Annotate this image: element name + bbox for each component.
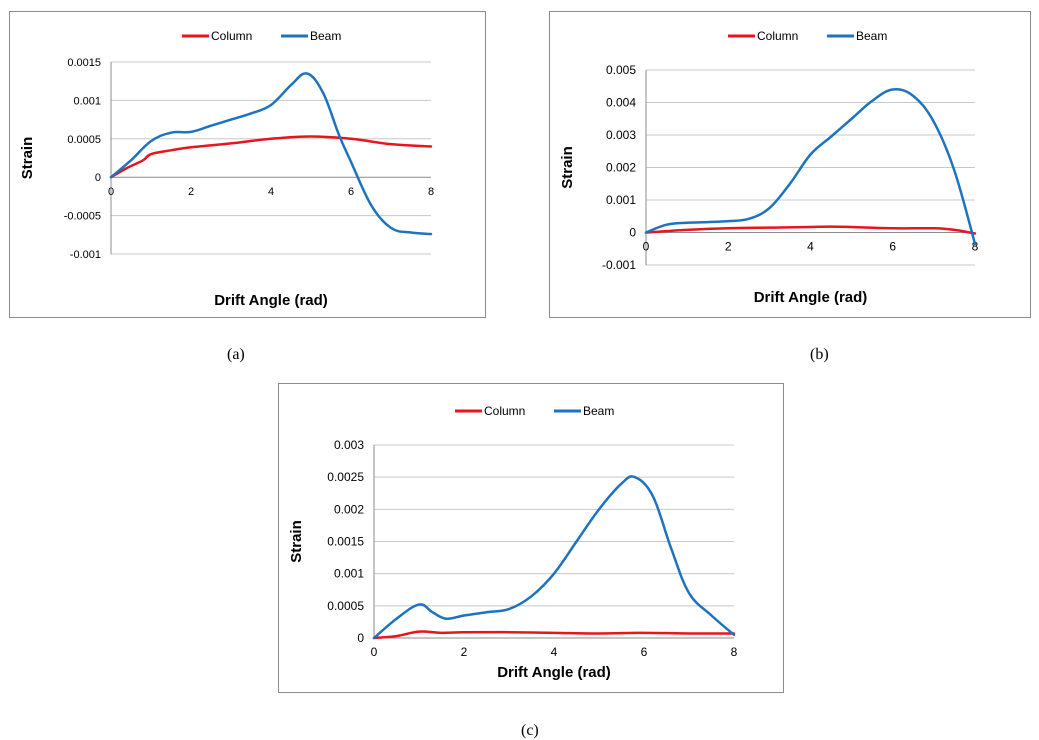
series-line-a-beam bbox=[109, 72, 433, 236]
legend-label-b-column: Column bbox=[757, 29, 798, 43]
x-tick-label-c-3: 6 bbox=[641, 645, 648, 659]
x-tick-label-c-0: 0 bbox=[371, 645, 378, 659]
y-tick-label-a-3: 0 bbox=[95, 172, 101, 184]
y-tick-label-b-6: -0.001 bbox=[602, 258, 636, 272]
caption-b: (b) bbox=[810, 346, 829, 363]
x-tick-label-a-1: 2 bbox=[188, 186, 194, 198]
x-tick-label-c-4: 8 bbox=[731, 645, 738, 659]
y-tick-label-c-0: 0.003 bbox=[334, 438, 364, 452]
y-tick-label-a-5: -0.001 bbox=[70, 249, 101, 261]
y-tick-label-b-5: 0 bbox=[629, 226, 636, 240]
y-tick-label-c-3: 0.0015 bbox=[327, 535, 364, 549]
series-line-a-column bbox=[109, 135, 433, 179]
x-tick-label-b-2: 4 bbox=[807, 240, 814, 254]
legend-label-a-beam: Beam bbox=[310, 29, 341, 43]
x-tick-label-a-3: 6 bbox=[348, 186, 354, 198]
y-tick-label-c-1: 0.0025 bbox=[327, 470, 364, 484]
x-tick-label-c-2: 4 bbox=[551, 645, 558, 659]
x-axis-title-a: Drift Angle (rad) bbox=[214, 292, 328, 309]
x-tick-label-b-4: 8 bbox=[972, 240, 979, 254]
y-tick-label-c-2: 0.002 bbox=[334, 502, 364, 516]
y-tick-label-b-1: 0.004 bbox=[606, 96, 636, 110]
y-tick-label-b-2: 0.003 bbox=[606, 128, 636, 142]
series-line-b-column bbox=[644, 225, 977, 235]
legend-label-b-beam: Beam bbox=[856, 29, 887, 43]
chart-a-svg: 0.0015 0.001 0.0005 0 -0.0005 -0.001 0 2 4 6 8 Drif… bbox=[19, 29, 434, 309]
y-axis-title-c: Strain bbox=[288, 520, 305, 563]
x-tick-label-c-1: 2 bbox=[461, 645, 468, 659]
y-tick-label-a-4: -0.0005 bbox=[64, 211, 101, 223]
x-axis-title-c: Drift Angle (rad) bbox=[497, 664, 611, 681]
y-tick-label-a-1: 0.001 bbox=[73, 95, 101, 107]
legend-label-c-column: Column bbox=[484, 404, 525, 418]
y-tick-label-c-6: 0 bbox=[357, 631, 364, 645]
y-axis-title-b: Strain bbox=[559, 146, 576, 189]
y-tick-label-a-0: 0.0015 bbox=[67, 57, 101, 69]
caption-c: (c) bbox=[521, 722, 539, 739]
y-tick-label-c-5: 0.0005 bbox=[327, 599, 364, 613]
x-axis-title-b: Drift Angle (rad) bbox=[754, 289, 868, 306]
chart-b-svg: 0.005 0.004 0.003 0.002 0.001 0 -0.001 0 2 4 6 8 Dri… bbox=[559, 29, 979, 306]
x-tick-label-b-3: 6 bbox=[889, 240, 896, 254]
series-line-c-beam bbox=[372, 475, 736, 640]
series-line-c-column bbox=[372, 630, 736, 640]
y-axis-title-a: Strain bbox=[19, 137, 36, 180]
chart-panel-a: 0.0015 0.001 0.0005 0 -0.0005 -0.001 0 2 4 6 8 Drif… bbox=[9, 11, 486, 318]
chart-c-svg: 0.003 0.0025 0.002 0.0015 0.001 0.0005 00 2 4 6 8 D… bbox=[288, 404, 738, 681]
legend-label-a-column: Column bbox=[211, 29, 252, 43]
x-tick-label-b-1: 2 bbox=[725, 240, 732, 254]
y-tick-label-b-3: 0.002 bbox=[606, 161, 636, 175]
y-tick-label-c-4: 0.001 bbox=[334, 567, 364, 581]
legend-label-c-beam: Beam bbox=[583, 404, 614, 418]
chart-panel-c: 0.003 0.0025 0.002 0.0015 0.001 0.0005 0 0 2 4 6 8 D… bbox=[278, 383, 784, 693]
chart-panel-b: 0.005 0.004 0.003 0.002 0.001 0 -0.001 0 2 4 6 8 Dri… bbox=[549, 11, 1031, 318]
x-tick-label-a-4: 8 bbox=[428, 186, 434, 198]
y-tick-label-a-2: 0.0005 bbox=[67, 134, 101, 146]
series-line-b-beam bbox=[644, 88, 977, 246]
y-tick-label-b-0: 0.005 bbox=[606, 63, 636, 77]
y-tick-label-b-4: 0.001 bbox=[606, 193, 636, 207]
caption-a: (a) bbox=[227, 346, 245, 363]
x-tick-label-a-2: 4 bbox=[268, 186, 274, 198]
x-tick-label-b-0: 0 bbox=[643, 240, 650, 254]
x-tick-label-a-0: 0 bbox=[108, 186, 114, 198]
